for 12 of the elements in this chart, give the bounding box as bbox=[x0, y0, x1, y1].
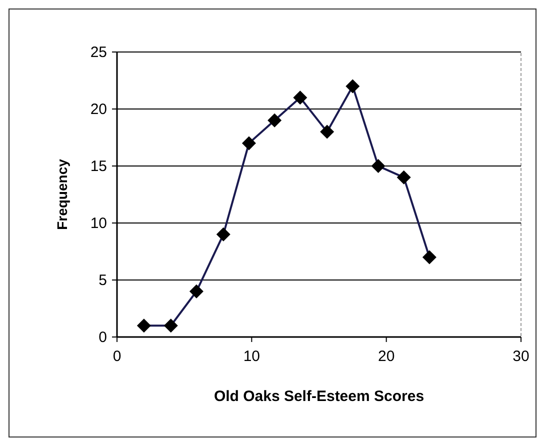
y-tick-label: 0 bbox=[98, 329, 107, 346]
y-tick-label: 5 bbox=[98, 272, 107, 289]
x-tick-label: 10 bbox=[243, 348, 260, 365]
x-tick-label: 0 bbox=[112, 348, 122, 365]
y-axis-title: Frequency bbox=[54, 158, 70, 230]
y-tick-label: 10 bbox=[90, 215, 107, 232]
x-tick-label: 20 bbox=[378, 348, 395, 365]
y-tick-label: 20 bbox=[90, 101, 107, 118]
y-tick-label: 25 bbox=[90, 44, 107, 61]
y-tick-label: 15 bbox=[90, 158, 107, 175]
x-tick-label: 30 bbox=[512, 348, 530, 365]
x-axis-title: Old Oaks Self-Esteem Scores bbox=[214, 388, 424, 405]
